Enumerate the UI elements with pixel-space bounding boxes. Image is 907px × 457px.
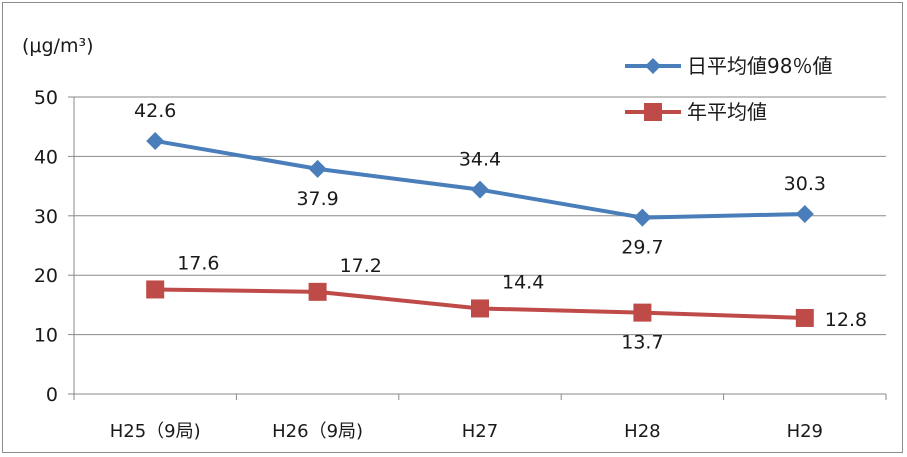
data-point-square xyxy=(795,308,814,327)
data-label: 30.3 xyxy=(784,173,826,195)
y-tick-label: 10 xyxy=(34,325,58,347)
data-label: 42.6 xyxy=(134,100,176,122)
data-point-diamond xyxy=(795,205,814,224)
y-tick-label: 0 xyxy=(46,384,58,406)
x-category-label: H27 xyxy=(462,421,498,442)
y-tick-label: 50 xyxy=(34,87,58,109)
y-tick-label: 20 xyxy=(34,265,58,287)
legend-marker-diamond xyxy=(645,58,661,74)
data-point-square xyxy=(471,299,489,318)
data-label: 29.7 xyxy=(621,237,663,259)
data-label: 17.6 xyxy=(177,252,219,274)
data-point-square xyxy=(146,280,165,299)
x-category-label: H25（9局) xyxy=(110,421,201,442)
data-label: 17.2 xyxy=(340,255,382,277)
data-point-square xyxy=(633,303,652,322)
y-tick-labels: 0 10 20 30 40 50 xyxy=(34,87,58,406)
y-tick-label: 40 xyxy=(34,146,58,168)
data-label: 34.4 xyxy=(459,149,501,171)
data-label: 13.7 xyxy=(621,332,663,354)
data-labels: 42.6 37.9 34.4 29.7 30.3 17.6 17.2 14.4 13.7 12.8 xyxy=(134,100,867,354)
gridlines xyxy=(74,96,886,336)
data-label: 12.8 xyxy=(825,309,867,331)
data-point-diamond xyxy=(633,208,652,227)
data-label: 37.9 xyxy=(296,188,338,210)
legend-label: 日平均値98％値 xyxy=(687,54,832,78)
x-category-labels: H25（9局) H26（9局) H27 H28 H29 xyxy=(110,421,823,442)
data-label: 14.4 xyxy=(502,271,544,293)
data-point-diamond xyxy=(308,159,327,178)
legend-marker-square xyxy=(644,103,662,121)
series-layer xyxy=(146,131,814,327)
x-category-label: H26（9局) xyxy=(272,421,363,442)
data-point-diamond xyxy=(471,180,489,199)
x-category-label: H29 xyxy=(787,421,823,442)
axes xyxy=(68,96,887,400)
data-point-diamond xyxy=(146,131,165,150)
x-category-label: H28 xyxy=(624,421,660,442)
y-tick-label: 30 xyxy=(34,206,58,228)
unit-label: (μg/m³) xyxy=(22,35,94,57)
data-point-square xyxy=(308,282,327,301)
legend-label: 年平均値 xyxy=(687,100,767,124)
